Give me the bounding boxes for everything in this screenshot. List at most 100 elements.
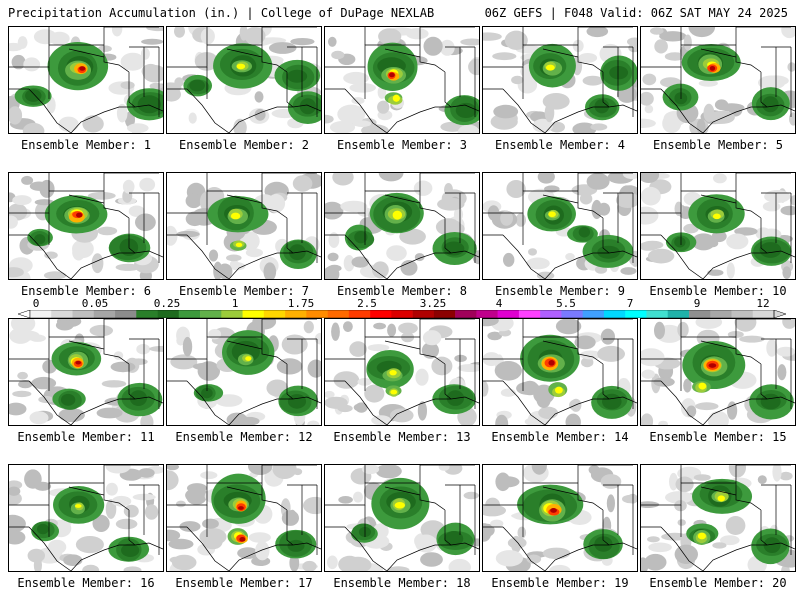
light-precip-area: [490, 519, 504, 528]
light-precip-area: [483, 381, 489, 397]
precip-contour: [201, 387, 213, 399]
state-border: [542, 48, 579, 58]
light-precip-area: [468, 58, 479, 76]
light-precip-area: [188, 112, 197, 124]
light-precip-area: [650, 27, 664, 35]
light-precip-area: [325, 114, 334, 124]
ensemble-map-panel: [324, 172, 480, 280]
light-precip-area: [351, 256, 370, 268]
state-border: [542, 486, 579, 496]
light-precip-area: [707, 411, 729, 425]
state-border: [128, 510, 136, 546]
light-precip-area: [21, 175, 34, 185]
light-precip-area: [31, 376, 57, 390]
light-precip-area: [438, 465, 450, 471]
ensemble-map-panel: [8, 464, 164, 572]
light-precip-area: [707, 269, 724, 276]
precip-contour: [444, 531, 464, 547]
colorbar-right-arrow: [773, 310, 786, 318]
light-precip-area: [641, 348, 665, 367]
light-precip-area: [116, 103, 128, 123]
state-border: [128, 218, 136, 254]
light-precip-area: [647, 248, 675, 264]
precip-contour: [578, 226, 591, 238]
colorbar-swatch: [752, 310, 775, 318]
precip-map: [641, 319, 795, 425]
ensemble-map-panel: [166, 318, 322, 426]
light-precip-area: [762, 201, 781, 212]
light-precip-area: [55, 320, 74, 331]
state-border: [9, 482, 104, 506]
state-border: [325, 482, 420, 506]
precip-map: [167, 173, 321, 279]
light-precip-area: [457, 124, 479, 133]
light-precip-area: [101, 380, 127, 388]
light-precip-area: [9, 486, 21, 496]
light-precip-area: [12, 195, 32, 206]
light-precip-area: [82, 115, 104, 133]
precip-contour: [609, 65, 629, 80]
light-precip-area: [677, 321, 689, 338]
light-precip-area: [139, 177, 156, 192]
state-border: [186, 234, 230, 279]
precip-contour: [230, 212, 241, 220]
precip-contour: [390, 389, 398, 395]
light-precip-area: [331, 322, 340, 341]
state-border: [344, 380, 388, 425]
precip-contour: [389, 369, 397, 376]
light-precip-area: [288, 509, 297, 526]
light-precip-area: [413, 180, 433, 196]
light-precip-area: [167, 225, 178, 246]
precip-map: [483, 319, 637, 425]
light-precip-area: [149, 345, 163, 352]
light-precip-area: [307, 359, 321, 378]
colorbar-swatch: [285, 310, 307, 318]
precip-contour: [709, 65, 716, 71]
state-border: [103, 45, 130, 73]
light-precip-area: [453, 207, 464, 222]
light-precip-area: [406, 28, 429, 40]
light-precip-area: [400, 260, 418, 276]
state-border: [9, 336, 104, 360]
light-precip-area: [578, 53, 598, 63]
light-precip-area: [9, 530, 26, 545]
light-precip-area: [727, 401, 738, 420]
light-precip-area: [87, 191, 116, 200]
state-border: [577, 191, 604, 219]
light-precip-area: [23, 57, 41, 72]
light-precip-area: [781, 27, 795, 39]
colorbar-swatch: [688, 310, 711, 318]
light-precip-area: [343, 255, 355, 272]
light-precip-area: [579, 350, 602, 360]
light-precip-area: [9, 106, 23, 125]
light-precip-area: [654, 321, 665, 340]
state-border: [226, 486, 263, 496]
precip-contour: [392, 94, 400, 102]
light-precip-area: [338, 496, 353, 504]
light-precip-area: [511, 75, 524, 85]
light-precip-area: [644, 104, 654, 114]
light-precip-area: [254, 91, 264, 103]
light-precip-area: [504, 30, 528, 50]
light-precip-area: [528, 248, 537, 256]
light-precip-area: [677, 519, 686, 526]
colorbar-swatch: [51, 310, 73, 318]
precip-map: [9, 319, 163, 425]
state-border: [386, 396, 479, 425]
precip-contour: [697, 532, 707, 540]
colorbar-swatch: [348, 310, 371, 318]
state-border: [384, 340, 421, 350]
precip-contour: [394, 502, 405, 509]
light-precip-area: [122, 179, 135, 194]
member-label: Ensemble Member: 6: [20, 284, 152, 298]
precip-contour: [137, 95, 162, 114]
light-precip-area: [597, 202, 611, 216]
light-precip-area: [517, 526, 527, 539]
light-precip-area: [22, 122, 45, 133]
precip-map: [167, 319, 321, 425]
colorbar-swatch: [582, 310, 605, 318]
light-precip-area: [328, 232, 340, 248]
state-border: [577, 337, 604, 365]
light-precip-area: [641, 369, 655, 379]
light-precip-area: [683, 378, 692, 393]
